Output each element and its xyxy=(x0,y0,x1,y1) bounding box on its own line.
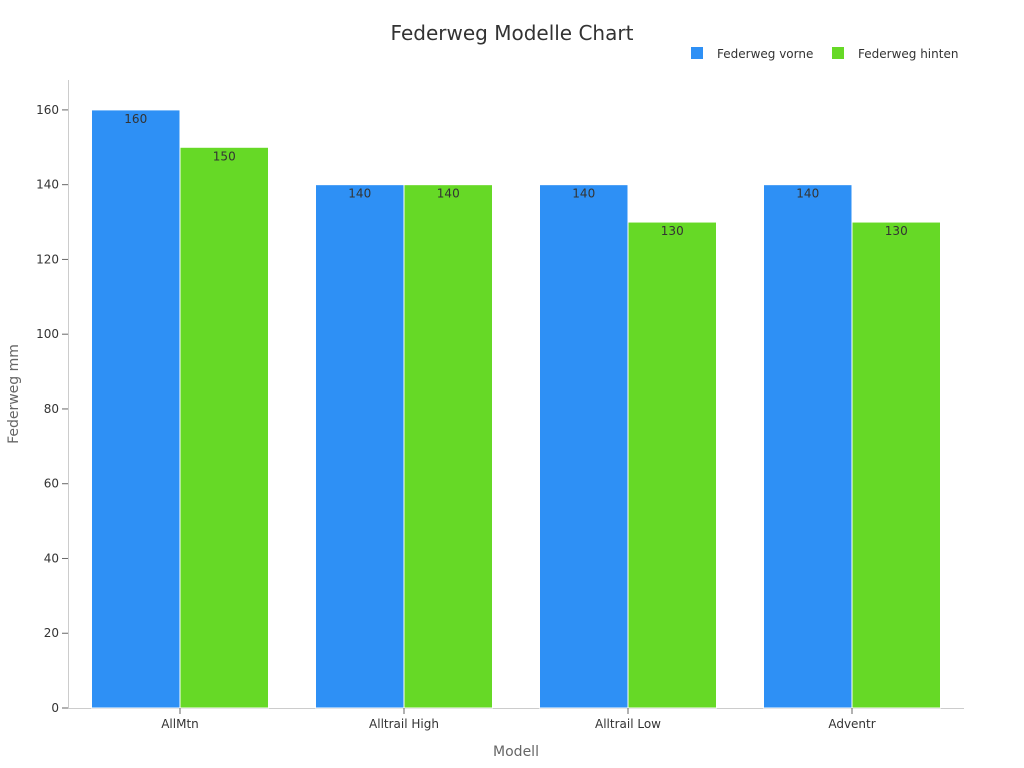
x-axis-ticks: AllMtn Alltrail High Alltrail Low Adventr xyxy=(161,708,876,731)
chart-title: Federweg Modelle Chart xyxy=(391,21,634,45)
bar-vorne xyxy=(763,184,853,709)
y-tick-label: 100 xyxy=(36,327,59,341)
legend: Federweg vorne Federweg hinten xyxy=(691,47,958,61)
bar-value-label: 130 xyxy=(661,224,684,238)
bar-value-label: 140 xyxy=(437,187,460,201)
y-tick-label: 120 xyxy=(36,252,59,266)
y-tick-label: 0 xyxy=(51,701,59,715)
x-tick-label: AllMtn xyxy=(161,717,199,731)
bar-hinten xyxy=(179,146,269,709)
x-tick-label: Alltrail Low xyxy=(595,717,661,731)
bar-value-label: 150 xyxy=(213,149,236,163)
y-tick-label: 160 xyxy=(36,103,59,117)
y-tick-label: 60 xyxy=(44,477,59,491)
bar-value-label: 140 xyxy=(348,187,371,201)
x-axis-title: Modell xyxy=(493,744,539,760)
bar-vorne xyxy=(91,109,181,709)
bar-value-label: 130 xyxy=(885,224,908,238)
x-tick-label: Adventr xyxy=(828,717,875,731)
bar-hinten xyxy=(627,221,717,709)
legend-swatch-vorne xyxy=(691,47,703,59)
bar-vorne xyxy=(315,184,405,709)
legend-label-vorne: Federweg vorne xyxy=(717,47,813,61)
x-tick-label: Alltrail High xyxy=(369,717,439,731)
bar-value-label: 160 xyxy=(124,112,147,126)
bar-hinten xyxy=(851,221,941,709)
y-tick-label: 40 xyxy=(44,551,59,565)
y-tick-label: 140 xyxy=(36,178,59,192)
bar-value-label: 140 xyxy=(796,187,819,201)
y-tick-label: 20 xyxy=(44,626,59,640)
bar-value-label: 140 xyxy=(572,187,595,201)
y-tick-label: 80 xyxy=(44,402,59,416)
bar-hinten xyxy=(403,184,493,709)
y-axis-ticks: 0 20 40 60 80 100 120 140 160 xyxy=(36,103,68,715)
legend-label-hinten: Federweg hinten xyxy=(858,47,958,61)
y-axis-title: Federweg mm xyxy=(6,344,22,444)
bar-vorne xyxy=(539,184,629,709)
bars: 160 150 140 140 140 130 140 130 xyxy=(91,109,941,709)
legend-swatch-hinten xyxy=(832,47,844,59)
